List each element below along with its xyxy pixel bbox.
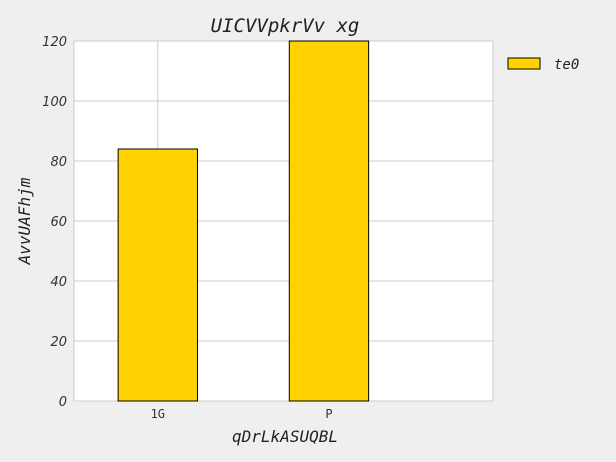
y-tick-label: 120 <box>42 35 67 50</box>
y-tick-label: 40 <box>50 275 67 290</box>
y-tick-labels: 0 20 40 60 80 100 120 <box>42 35 67 410</box>
y-tick-label: 100 <box>42 95 67 110</box>
y-axis-label: AvvUAFhjm <box>15 177 34 265</box>
bar-te0-1G <box>117 148 198 402</box>
bars <box>117 40 370 402</box>
legend-swatch-te0 <box>507 57 541 70</box>
chart-title: UICVVpkrVv xg <box>211 15 360 37</box>
x-axis-label: qDrLkASUQBL <box>232 427 338 446</box>
y-tick-label: 20 <box>50 335 67 350</box>
x-tick-labels: 1G P <box>151 407 333 421</box>
x-tick-label: P <box>325 407 332 421</box>
y-tick-label: 0 <box>59 395 67 410</box>
x-tick-label: 1G <box>151 407 165 421</box>
y-tick-label: 80 <box>50 155 67 170</box>
y-tick-label: 60 <box>50 215 67 230</box>
legend: te0 <box>507 57 579 73</box>
bar-te0-P <box>288 40 370 402</box>
legend-label-te0: te0 <box>554 57 579 73</box>
